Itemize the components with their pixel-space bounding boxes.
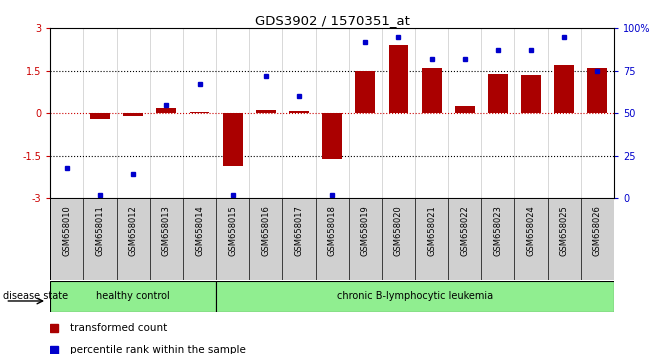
- Text: disease state: disease state: [3, 291, 68, 302]
- Text: GSM658022: GSM658022: [460, 205, 469, 256]
- Bar: [587, 68, 607, 113]
- Bar: [90, 113, 110, 119]
- Text: transformed count: transformed count: [70, 323, 168, 333]
- Text: healthy control: healthy control: [97, 291, 170, 302]
- Text: GSM658015: GSM658015: [228, 205, 237, 256]
- Text: GSM658020: GSM658020: [394, 205, 403, 256]
- Text: GSM658016: GSM658016: [261, 205, 270, 256]
- Text: chronic B-lymphocytic leukemia: chronic B-lymphocytic leukemia: [337, 291, 493, 302]
- Text: GSM658019: GSM658019: [361, 205, 370, 256]
- Text: GSM658013: GSM658013: [162, 205, 171, 256]
- Bar: [421, 68, 442, 113]
- Bar: [389, 45, 409, 113]
- Bar: [455, 106, 474, 113]
- Bar: [216, 281, 614, 312]
- Title: GDS3902 / 1570351_at: GDS3902 / 1570351_at: [255, 14, 409, 27]
- Text: GSM658017: GSM658017: [295, 205, 303, 256]
- Bar: [289, 111, 309, 113]
- Text: GSM658023: GSM658023: [493, 205, 503, 256]
- Text: GSM658024: GSM658024: [527, 205, 535, 256]
- Bar: [322, 113, 342, 159]
- Bar: [488, 74, 508, 113]
- Text: GSM658025: GSM658025: [560, 205, 569, 256]
- Text: GSM658026: GSM658026: [593, 205, 602, 256]
- Text: GSM658021: GSM658021: [427, 205, 436, 256]
- Text: GSM658014: GSM658014: [195, 205, 204, 256]
- Text: GSM658012: GSM658012: [129, 205, 138, 256]
- Text: GSM658018: GSM658018: [327, 205, 337, 256]
- Bar: [123, 113, 143, 116]
- Bar: [156, 108, 176, 113]
- Bar: [190, 112, 209, 113]
- Text: percentile rank within the sample: percentile rank within the sample: [70, 345, 246, 354]
- Bar: [256, 110, 276, 113]
- Bar: [356, 71, 375, 113]
- Bar: [554, 65, 574, 113]
- Bar: [223, 113, 243, 166]
- Text: GSM658011: GSM658011: [95, 205, 105, 256]
- Bar: [521, 75, 541, 113]
- Text: GSM658010: GSM658010: [62, 205, 71, 256]
- Bar: [50, 281, 216, 312]
